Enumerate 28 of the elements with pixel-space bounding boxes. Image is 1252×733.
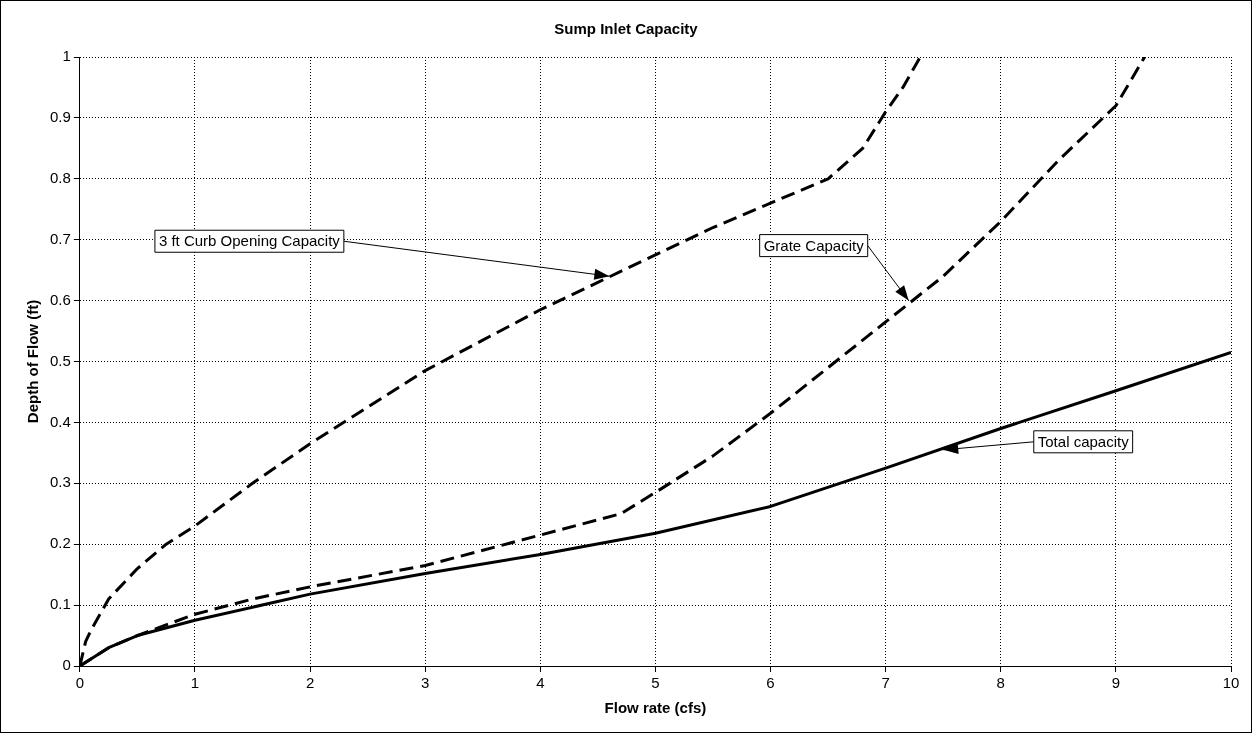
y-tick-label: 0 bbox=[62, 656, 71, 674]
y-tick-label: 0.3 bbox=[49, 473, 71, 491]
annotation: Total capacity bbox=[1037, 432, 1130, 450]
y-tick-label: 0.2 bbox=[49, 534, 71, 552]
y-tick-label: 0.9 bbox=[49, 108, 71, 126]
y-tick-label: 0.1 bbox=[49, 595, 71, 613]
y-tick-label: 0.5 bbox=[49, 351, 71, 369]
chart-title: Sump Inlet Capacity bbox=[554, 20, 699, 38]
y-tick-label: 0.8 bbox=[49, 168, 71, 186]
x-tick-label: 5 bbox=[651, 674, 660, 692]
y-tick-label: 0.6 bbox=[49, 290, 71, 308]
x-tick-label: 8 bbox=[996, 674, 1005, 692]
x-tick-label: 10 bbox=[1222, 674, 1240, 692]
y-tick-label: 0.7 bbox=[49, 229, 71, 247]
annotation: Grate Capacity bbox=[763, 236, 865, 254]
x-tick-label: 6 bbox=[766, 674, 775, 692]
y-tick-label: 0.4 bbox=[49, 412, 71, 430]
annotation: 3 ft Curb Opening Capacity bbox=[158, 232, 341, 250]
x-tick-label: 4 bbox=[536, 674, 545, 692]
x-tick-label: 1 bbox=[190, 674, 200, 692]
x-tick-label: 0 bbox=[75, 674, 85, 692]
x-tick-label: 9 bbox=[1111, 674, 1121, 692]
x-axis-title: Flow rate (cfs) bbox=[604, 699, 707, 717]
x-tick-label: 2 bbox=[305, 674, 315, 692]
y-axis-title: Depth of Flow (ft) bbox=[24, 299, 42, 424]
x-tick-label: 3 bbox=[421, 674, 430, 692]
y-tick-label: 1 bbox=[62, 47, 71, 65]
x-tick-label: 7 bbox=[881, 674, 890, 692]
